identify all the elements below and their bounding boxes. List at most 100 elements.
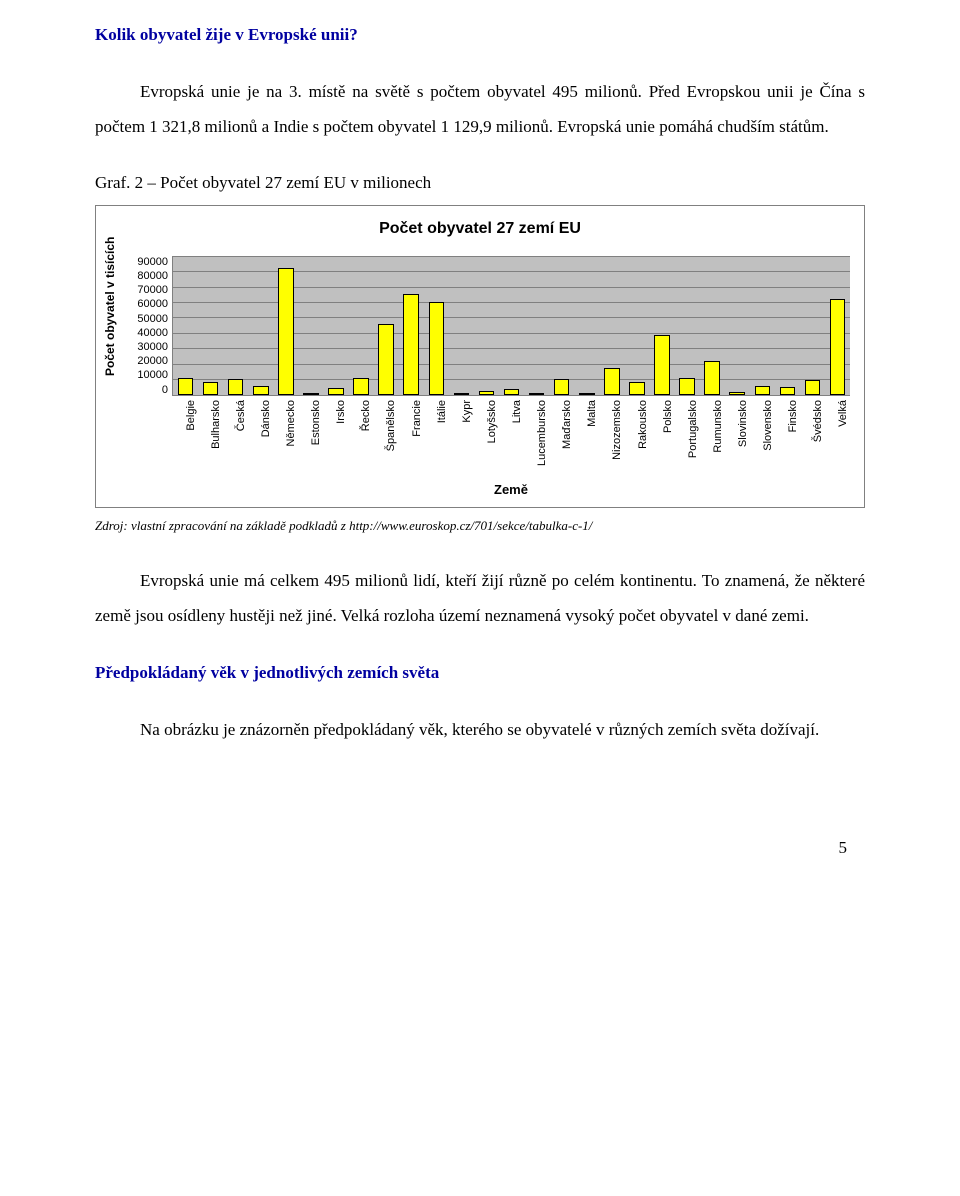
bar-slot bbox=[675, 256, 700, 395]
x-tick: Velká bbox=[825, 396, 850, 480]
y-tick: 30000 bbox=[130, 341, 168, 353]
bar bbox=[303, 393, 319, 395]
x-tick: Španělsko bbox=[373, 396, 398, 480]
bar-slot bbox=[649, 256, 674, 395]
body-paragraph-1: Evropská unie má celkem 495 milionů lidí… bbox=[95, 564, 865, 634]
bar bbox=[805, 380, 821, 394]
bar-slot bbox=[449, 256, 474, 395]
plot-area bbox=[172, 256, 850, 396]
x-tick: Itálie bbox=[423, 396, 448, 480]
bar-slot bbox=[725, 256, 750, 395]
bar bbox=[403, 294, 419, 394]
chart-caption: Graf. 2 – Počet obyvatel 27 zemí EU v mi… bbox=[95, 173, 865, 193]
bar-slot bbox=[374, 256, 399, 395]
x-tick: Belgie bbox=[172, 396, 197, 480]
bar bbox=[604, 368, 620, 394]
bar-slot bbox=[599, 256, 624, 395]
x-tick: Nizozemsko bbox=[599, 396, 624, 480]
bar-slot bbox=[549, 256, 574, 395]
bar-slot bbox=[700, 256, 725, 395]
page-number: 5 bbox=[95, 838, 865, 858]
x-axis-ticks: BelgieBulharskoČeskáDánskoNěmeckoEstonsk… bbox=[172, 396, 850, 480]
chart-source: Zdroj: vlastní zpracování na základě pod… bbox=[95, 518, 865, 534]
bar bbox=[328, 388, 344, 395]
y-tick: 90000 bbox=[130, 256, 168, 268]
x-axis-label: Země bbox=[172, 482, 850, 497]
y-tick: 0 bbox=[130, 384, 168, 396]
section-heading: Kolik obyvatel žije v Evropské unii? bbox=[95, 25, 865, 45]
chart-container: Počet obyvatel 27 zemí EU Počet obyvatel… bbox=[95, 205, 865, 508]
bar-slot bbox=[424, 256, 449, 395]
bar bbox=[579, 393, 595, 395]
bar-slot bbox=[248, 256, 273, 395]
x-tick: Portugalsko bbox=[674, 396, 699, 480]
x-tick: Švédsko bbox=[800, 396, 825, 480]
bar bbox=[253, 386, 269, 394]
bar-slot bbox=[624, 256, 649, 395]
bar-slot bbox=[349, 256, 374, 395]
bar bbox=[479, 391, 495, 395]
bar bbox=[353, 378, 369, 395]
bar bbox=[529, 393, 545, 395]
x-tick: Francie bbox=[398, 396, 423, 480]
y-tick: 80000 bbox=[130, 270, 168, 282]
bar bbox=[429, 302, 445, 395]
bar bbox=[228, 379, 244, 394]
bar bbox=[629, 382, 645, 395]
x-tick: Polsko bbox=[649, 396, 674, 480]
x-tick: Česká bbox=[222, 396, 247, 480]
bar bbox=[504, 389, 520, 394]
subsection-heading: Předpokládaný věk v jednotlivých zemích … bbox=[95, 663, 865, 683]
bar-slot bbox=[273, 256, 298, 395]
x-tick: Maďarsko bbox=[549, 396, 574, 480]
bar bbox=[454, 393, 470, 395]
intro-paragraph: Evropská unie je na 3. místě na světě s … bbox=[95, 75, 865, 145]
x-tick: Malta bbox=[574, 396, 599, 480]
bar bbox=[729, 392, 745, 395]
y-tick: 10000 bbox=[130, 369, 168, 381]
bar-slot bbox=[775, 256, 800, 395]
y-axis-ticks: 90000 80000 70000 60000 50000 40000 30000 20000… bbox=[130, 256, 172, 396]
y-tick: 50000 bbox=[130, 313, 168, 325]
bar-slot bbox=[198, 256, 223, 395]
bar bbox=[755, 386, 771, 394]
y-axis-label-wrap: Počet obyvatel v tisících bbox=[110, 256, 130, 497]
bar-slot bbox=[223, 256, 248, 395]
bar bbox=[178, 378, 194, 395]
y-tick: 20000 bbox=[130, 355, 168, 367]
bar bbox=[278, 268, 294, 395]
bar-slot bbox=[800, 256, 825, 395]
chart-title: Počet obyvatel 27 zemí EU bbox=[110, 220, 850, 238]
x-tick: Estonsko bbox=[298, 396, 323, 480]
bar-slot bbox=[524, 256, 549, 395]
x-tick: Rakousko bbox=[624, 396, 649, 480]
x-tick: Německo bbox=[272, 396, 297, 480]
bar bbox=[203, 382, 219, 394]
x-tick: Irsko bbox=[323, 396, 348, 480]
page: Kolik obyvatel žije v Evropské unii? Evr… bbox=[0, 0, 960, 878]
bar-slot bbox=[474, 256, 499, 395]
bar bbox=[554, 379, 570, 394]
x-tick: Bulharsko bbox=[197, 396, 222, 480]
bar-slot bbox=[323, 256, 348, 395]
bar-slot bbox=[298, 256, 323, 395]
x-tick: Slovinsko bbox=[724, 396, 749, 480]
bar bbox=[654, 335, 670, 394]
bar-slot bbox=[173, 256, 198, 395]
x-tick: Rumunsko bbox=[699, 396, 724, 480]
x-tick: Lotyšsko bbox=[473, 396, 498, 480]
y-tick: 70000 bbox=[130, 284, 168, 296]
bar-slot bbox=[399, 256, 424, 395]
y-tick: 60000 bbox=[130, 298, 168, 310]
chart-body: Počet obyvatel v tisících 90000 80000 7000… bbox=[110, 256, 850, 497]
x-tick: Slovensko bbox=[750, 396, 775, 480]
x-tick: Kypr bbox=[448, 396, 473, 480]
bar-slot bbox=[574, 256, 599, 395]
x-tick: Finsko bbox=[775, 396, 800, 480]
bar bbox=[679, 378, 695, 395]
y-tick: 40000 bbox=[130, 327, 168, 339]
bar bbox=[780, 387, 796, 395]
bar bbox=[830, 299, 846, 395]
bar bbox=[378, 324, 394, 395]
bar bbox=[704, 361, 720, 394]
